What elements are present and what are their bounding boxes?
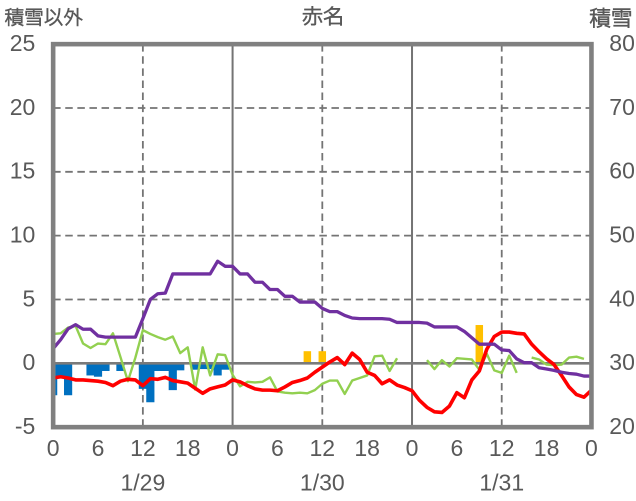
svg-text:12: 12 (130, 435, 156, 461)
svg-text:50: 50 (609, 222, 635, 248)
svg-text:12: 12 (310, 435, 336, 461)
svg-text:0: 0 (23, 349, 36, 375)
svg-text:12: 12 (489, 435, 515, 461)
svg-text:18: 18 (354, 435, 380, 461)
svg-text:1/29: 1/29 (120, 469, 165, 495)
svg-text:40: 40 (609, 285, 635, 311)
svg-text:18: 18 (175, 435, 201, 461)
svg-text:0: 0 (226, 435, 239, 461)
svg-text:25: 25 (10, 30, 36, 56)
svg-text:6: 6 (271, 435, 284, 461)
svg-text:10: 10 (10, 222, 36, 248)
svg-text:1/30: 1/30 (300, 469, 345, 495)
svg-text:0: 0 (47, 435, 60, 461)
svg-text:5: 5 (23, 285, 36, 311)
svg-text:70: 70 (609, 94, 635, 120)
svg-text:1/31: 1/31 (479, 469, 524, 495)
svg-text:30: 30 (609, 349, 635, 375)
svg-text:-5: -5 (15, 413, 35, 439)
svg-text:0: 0 (406, 435, 419, 461)
svg-text:6: 6 (92, 435, 105, 461)
svg-text:60: 60 (609, 158, 635, 184)
svg-text:80: 80 (609, 30, 635, 56)
svg-text:18: 18 (534, 435, 560, 461)
svg-text:0: 0 (585, 435, 598, 461)
svg-text:20: 20 (609, 413, 635, 439)
svg-text:6: 6 (450, 435, 463, 461)
svg-text:15: 15 (10, 158, 36, 184)
svg-text:20: 20 (10, 94, 36, 120)
